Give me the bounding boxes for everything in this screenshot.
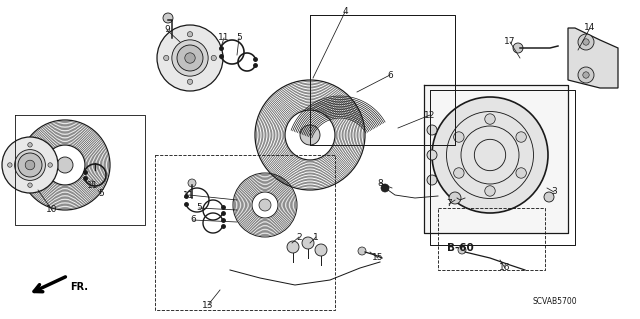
Text: 11: 11 (218, 33, 230, 42)
Circle shape (583, 72, 589, 78)
Circle shape (302, 237, 314, 249)
Circle shape (381, 184, 389, 192)
Circle shape (300, 125, 320, 145)
Text: 16: 16 (499, 263, 511, 272)
Text: 5: 5 (98, 189, 104, 198)
Circle shape (578, 67, 594, 83)
Text: 11: 11 (183, 190, 195, 199)
Text: FR.: FR. (70, 282, 88, 292)
Text: 8: 8 (377, 179, 383, 188)
Circle shape (48, 163, 52, 167)
Circle shape (8, 163, 12, 167)
Text: 5: 5 (236, 33, 242, 42)
Circle shape (185, 53, 195, 63)
Text: 15: 15 (372, 254, 384, 263)
Circle shape (172, 40, 208, 76)
Circle shape (2, 137, 58, 193)
Text: 14: 14 (584, 24, 596, 33)
Text: 3: 3 (551, 188, 557, 197)
Text: 10: 10 (46, 205, 58, 214)
Text: 11: 11 (87, 181, 99, 189)
Text: SCVAB5700: SCVAB5700 (532, 298, 577, 307)
Text: 6: 6 (387, 70, 393, 79)
Circle shape (188, 179, 196, 187)
Circle shape (25, 160, 35, 170)
Circle shape (449, 192, 461, 204)
Circle shape (188, 32, 193, 37)
Circle shape (18, 153, 42, 177)
Circle shape (315, 244, 327, 256)
Circle shape (432, 97, 548, 213)
Circle shape (427, 175, 437, 185)
Circle shape (516, 168, 526, 178)
Text: 1: 1 (313, 233, 319, 241)
Circle shape (516, 132, 526, 142)
Circle shape (427, 150, 437, 160)
Text: B-60: B-60 (447, 243, 474, 253)
Circle shape (28, 143, 32, 147)
Circle shape (454, 168, 464, 178)
Polygon shape (424, 85, 568, 233)
Circle shape (427, 125, 437, 135)
Circle shape (513, 43, 523, 53)
Text: 7: 7 (446, 199, 452, 209)
Text: 9: 9 (164, 26, 170, 34)
Circle shape (164, 56, 169, 61)
Circle shape (57, 157, 73, 173)
Text: 4: 4 (342, 8, 348, 17)
Circle shape (358, 247, 366, 255)
Circle shape (157, 25, 223, 91)
Polygon shape (568, 28, 618, 88)
Circle shape (583, 39, 589, 45)
Text: 17: 17 (504, 38, 516, 47)
Text: 2: 2 (296, 233, 302, 241)
Circle shape (28, 183, 32, 187)
Circle shape (177, 45, 203, 71)
Circle shape (484, 114, 495, 124)
Text: 5: 5 (196, 204, 202, 212)
Circle shape (163, 13, 173, 23)
Circle shape (287, 241, 299, 253)
Text: 13: 13 (202, 300, 214, 309)
Circle shape (578, 34, 594, 50)
Circle shape (259, 199, 271, 211)
Circle shape (458, 246, 466, 254)
Circle shape (188, 79, 193, 85)
Circle shape (211, 56, 216, 61)
Text: 12: 12 (424, 110, 436, 120)
Circle shape (454, 132, 464, 142)
Circle shape (544, 192, 554, 202)
Circle shape (484, 186, 495, 196)
Text: 6: 6 (190, 216, 196, 225)
Circle shape (15, 150, 45, 181)
